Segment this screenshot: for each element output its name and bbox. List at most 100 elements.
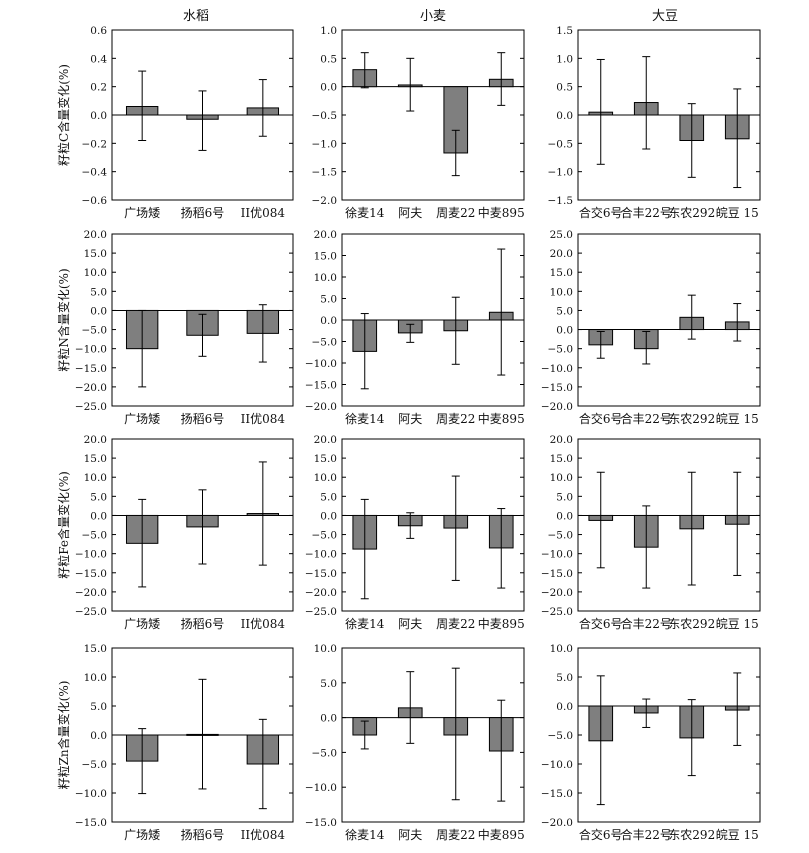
- category-label: 皖豆 15: [716, 828, 759, 842]
- category-label: 扬稻6号: [181, 616, 225, 631]
- y-tick-label: 0.5: [320, 53, 337, 65]
- y-tick-label: −0.2: [82, 138, 108, 150]
- axes-frame: [111, 233, 294, 407]
- category-label: 合丰22号: [621, 616, 672, 631]
- y-tick-label: −1.5: [548, 195, 574, 207]
- row-label-nitrogen: 籽粒N含量变化(%): [56, 268, 71, 371]
- category-label: 徐麦14: [345, 827, 385, 842]
- y-tick-label: 5.0: [90, 701, 107, 713]
- category-label: 广场矮: [124, 412, 160, 426]
- y-tick-label: −10.0: [75, 549, 107, 561]
- y-tick-label: −5.0: [82, 530, 108, 542]
- y-tick-label: 20.0: [314, 434, 337, 446]
- category-label: 东农292: [668, 617, 715, 631]
- y-tick-label: −15.0: [541, 382, 573, 394]
- y-tick-label: −0.5: [312, 110, 338, 122]
- y-tick-label: 5.0: [90, 286, 107, 298]
- y-tick-label: −15.0: [75, 568, 107, 580]
- category-label: 周麦22: [436, 828, 475, 842]
- y-tick-label: 10.0: [314, 472, 337, 484]
- y-tick-label: −5.0: [312, 530, 338, 542]
- y-tick-label: 5.0: [90, 491, 107, 503]
- y-tick-label: 0.0: [90, 510, 107, 522]
- y-tick-label: −10.0: [305, 549, 337, 561]
- category-label: 皖豆 15: [716, 412, 759, 426]
- panel-2-1: −25.0 −20.0 −15.0 −10.0 −5.0 0.0 5.0 10.0 15.0 20…: [305, 434, 525, 631]
- y-tick-label: −25.0: [75, 401, 107, 413]
- y-tick-label: −20.0: [75, 382, 107, 394]
- category-label: 合丰22号: [621, 205, 672, 220]
- category-label: 广场矮: [124, 617, 160, 631]
- panel-3-0: −15.0 −10.0 −5.0 0.0 5.0 10.0 15.0 广场矮 扬稻6号 II优08…: [75, 643, 294, 842]
- y-tick-label: 0.0: [556, 701, 573, 713]
- category-label: II优084: [241, 828, 286, 842]
- category-label: 扬稻6号: [181, 411, 225, 426]
- y-tick-label: 10.0: [84, 267, 107, 279]
- y-tick-label: −25.0: [75, 606, 107, 618]
- y-tick-label: 1.0: [320, 25, 337, 37]
- panel-0-1: −2.0 −1.5 −1.0 −0.5 0.0 0.5 1.0 徐麦14 阿夫 周麦22 中麦895: [312, 25, 525, 220]
- row-label-iron: 籽粒Fe含量变化(%): [56, 471, 71, 579]
- category-label: 广场矮: [124, 206, 160, 220]
- y-tick-label: −5.0: [548, 730, 574, 742]
- panel-2-2: −25.0 −20.0 −15.0 −10.0 −5.0 0.0 5.0 10.0 15.0 20…: [541, 434, 761, 631]
- category-label: 徐麦14: [345, 411, 385, 426]
- category-label: II优084: [241, 412, 286, 426]
- category-label: 合丰22号: [621, 411, 672, 426]
- y-tick-label: −5.0: [312, 337, 338, 349]
- category-label: 徐麦14: [345, 205, 385, 220]
- y-tick-label: 25.0: [550, 229, 573, 241]
- y-tick-label: 0.0: [320, 510, 337, 522]
- y-tick-label: 20.0: [84, 434, 107, 446]
- y-tick-label: −20.0: [75, 587, 107, 599]
- y-tick-label: 15.0: [84, 453, 107, 465]
- y-tick-label: 0.5: [556, 82, 573, 94]
- category-label: 阿夫: [398, 412, 422, 426]
- panel-3-2: −20.0 −15.0 −10.0 −5.0 0.0 5.0 10.0 合交6号合丰22号东农…: [541, 643, 761, 842]
- category-label: 皖豆 15: [716, 617, 759, 631]
- category-label: 合交6号: [579, 616, 623, 631]
- category-label: II优084: [241, 206, 286, 220]
- y-tick-label: −10.0: [305, 358, 337, 370]
- category-label: 合交6号: [579, 205, 623, 220]
- category-label: 扬稻6号: [181, 205, 225, 220]
- y-tick-label: 0.0: [320, 82, 337, 94]
- y-tick-label: −15.0: [305, 380, 337, 392]
- y-tick-label: −20.0: [305, 587, 337, 599]
- y-tick-label: 15.0: [550, 453, 573, 465]
- category-label: 徐麦14: [345, 616, 385, 631]
- y-tick-label: −5.0: [548, 344, 574, 356]
- category-label: 合交6号: [579, 827, 623, 842]
- y-tick-label: 0.0: [556, 510, 573, 522]
- category-label: 周麦22: [436, 206, 475, 220]
- y-tick-label: 20.0: [550, 248, 573, 260]
- y-tick-label: −10.0: [541, 363, 573, 375]
- y-tick-label: 5.0: [320, 294, 337, 306]
- y-tick-label: 1.0: [556, 53, 573, 65]
- axes-frame: [577, 233, 761, 407]
- panel-1-0: −25.0 −20.0 −15.0 −10.0 −5.0 0.0 5.0 10.0 15.0 20…: [75, 229, 294, 426]
- category-label: 合交6号: [579, 411, 623, 426]
- row-label-carbon: 籽粒C含量变化(%): [56, 64, 71, 166]
- category-label: 广场矮: [124, 828, 160, 842]
- y-tick-label: −20.0: [541, 817, 573, 829]
- y-tick-label: 0.4: [90, 53, 107, 65]
- y-tick-label: 0.0: [556, 325, 573, 337]
- y-tick-label: −15.0: [75, 363, 107, 375]
- category-label: 东农292: [668, 206, 715, 220]
- category-label: 阿夫: [398, 617, 422, 631]
- category-label: 阿夫: [398, 206, 422, 220]
- category-label: 合丰22号: [621, 827, 672, 842]
- y-tick-label: −20.0: [541, 587, 573, 599]
- y-tick-label: 10.0: [550, 472, 573, 484]
- category-label: 扬稻6号: [181, 827, 225, 842]
- category-label: 皖豆 15: [716, 206, 759, 220]
- y-tick-label: 5.0: [556, 305, 573, 317]
- category-label: 中麦895: [478, 827, 525, 842]
- y-tick-label: −20.0: [541, 401, 573, 413]
- y-tick-label: −15.0: [541, 788, 573, 800]
- y-tick-label: −10.0: [75, 788, 107, 800]
- y-tick-label: −1.0: [312, 138, 338, 150]
- category-label: 周麦22: [436, 617, 475, 631]
